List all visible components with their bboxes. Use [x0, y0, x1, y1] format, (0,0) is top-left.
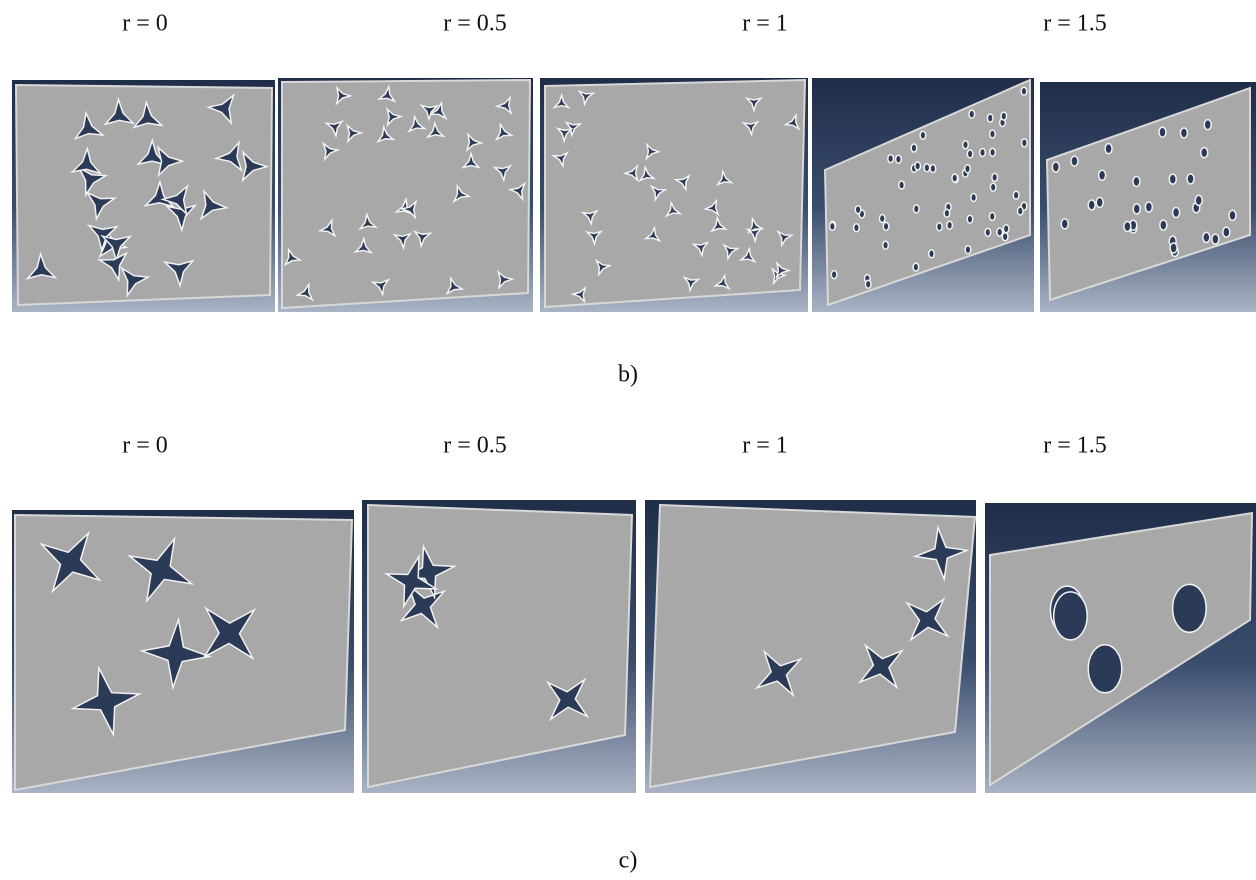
hole [1105, 144, 1112, 154]
hole [1187, 174, 1194, 184]
hole [915, 162, 921, 170]
hole [1054, 592, 1088, 640]
hole [829, 222, 835, 230]
hole [969, 110, 975, 118]
hole [1160, 220, 1167, 230]
hole [1088, 645, 1122, 693]
panel-label: r = 1 [742, 433, 788, 459]
hole [1212, 234, 1219, 244]
hole [1061, 219, 1068, 229]
hole [883, 241, 889, 249]
hole [1013, 191, 1019, 199]
hole [1099, 170, 1106, 180]
caption: c) [619, 848, 638, 874]
panel-label: r = 0.5 [443, 11, 507, 37]
hole [831, 271, 837, 279]
hole [1001, 112, 1007, 120]
hole [1021, 87, 1027, 95]
hole [990, 130, 996, 138]
hole [1159, 127, 1166, 137]
hole [992, 173, 998, 181]
hole [997, 228, 1003, 236]
hole [965, 165, 971, 173]
hole [1022, 139, 1028, 147]
panel-label: r = 1 [742, 11, 788, 37]
hole [929, 250, 935, 258]
hole [899, 181, 905, 189]
hole [1052, 162, 1059, 172]
hole [1204, 120, 1211, 130]
hole [920, 131, 926, 139]
hole [963, 141, 969, 149]
panel-label: r = 1.5 [1043, 433, 1107, 459]
hole [1002, 233, 1008, 241]
hole [1096, 197, 1103, 207]
hole [1017, 207, 1023, 215]
hole [854, 224, 860, 232]
hole [1229, 210, 1236, 220]
plate [545, 80, 805, 307]
hole [1173, 208, 1180, 218]
hole [883, 222, 889, 230]
hole [930, 165, 936, 173]
hole [1124, 221, 1131, 231]
hole [985, 228, 991, 236]
hole [990, 148, 996, 156]
hole [1173, 584, 1207, 632]
hole [924, 164, 930, 172]
hole [1145, 202, 1152, 212]
hole [1180, 128, 1187, 138]
hole [1170, 243, 1177, 253]
hole [947, 221, 953, 229]
panel-label: r = 0 [122, 433, 168, 459]
hole [879, 214, 885, 222]
hole [888, 155, 894, 163]
hole [896, 155, 902, 163]
hole [1071, 156, 1078, 166]
hole [937, 223, 943, 231]
hole [971, 194, 977, 202]
hole [1169, 174, 1176, 184]
caption: b) [618, 362, 638, 388]
hole [944, 209, 950, 217]
hole [987, 114, 993, 122]
hole [1195, 195, 1202, 205]
hole [1133, 204, 1140, 214]
hole [952, 174, 958, 182]
hole [980, 148, 986, 156]
hole [1003, 225, 1009, 233]
hole [913, 263, 919, 271]
hole [990, 183, 996, 191]
figure: r = 0 r = 0.5 r = 1 r = 1.5 b) r = 0 r =… [0, 0, 1256, 880]
hole [855, 206, 861, 214]
hole [1223, 227, 1230, 237]
hole [989, 212, 995, 220]
hole [1201, 148, 1208, 158]
hole [967, 215, 973, 223]
hole [865, 280, 871, 288]
hole [914, 205, 920, 213]
hole [911, 144, 917, 152]
hole [1088, 200, 1095, 210]
hole [965, 246, 971, 254]
hole [1203, 232, 1210, 242]
panel-label: r = 0.5 [443, 433, 507, 459]
panel-label: r = 0 [122, 11, 168, 37]
panel-label: r = 1.5 [1043, 11, 1107, 37]
hole [1133, 176, 1140, 186]
plate [282, 80, 530, 308]
hole [967, 150, 973, 158]
